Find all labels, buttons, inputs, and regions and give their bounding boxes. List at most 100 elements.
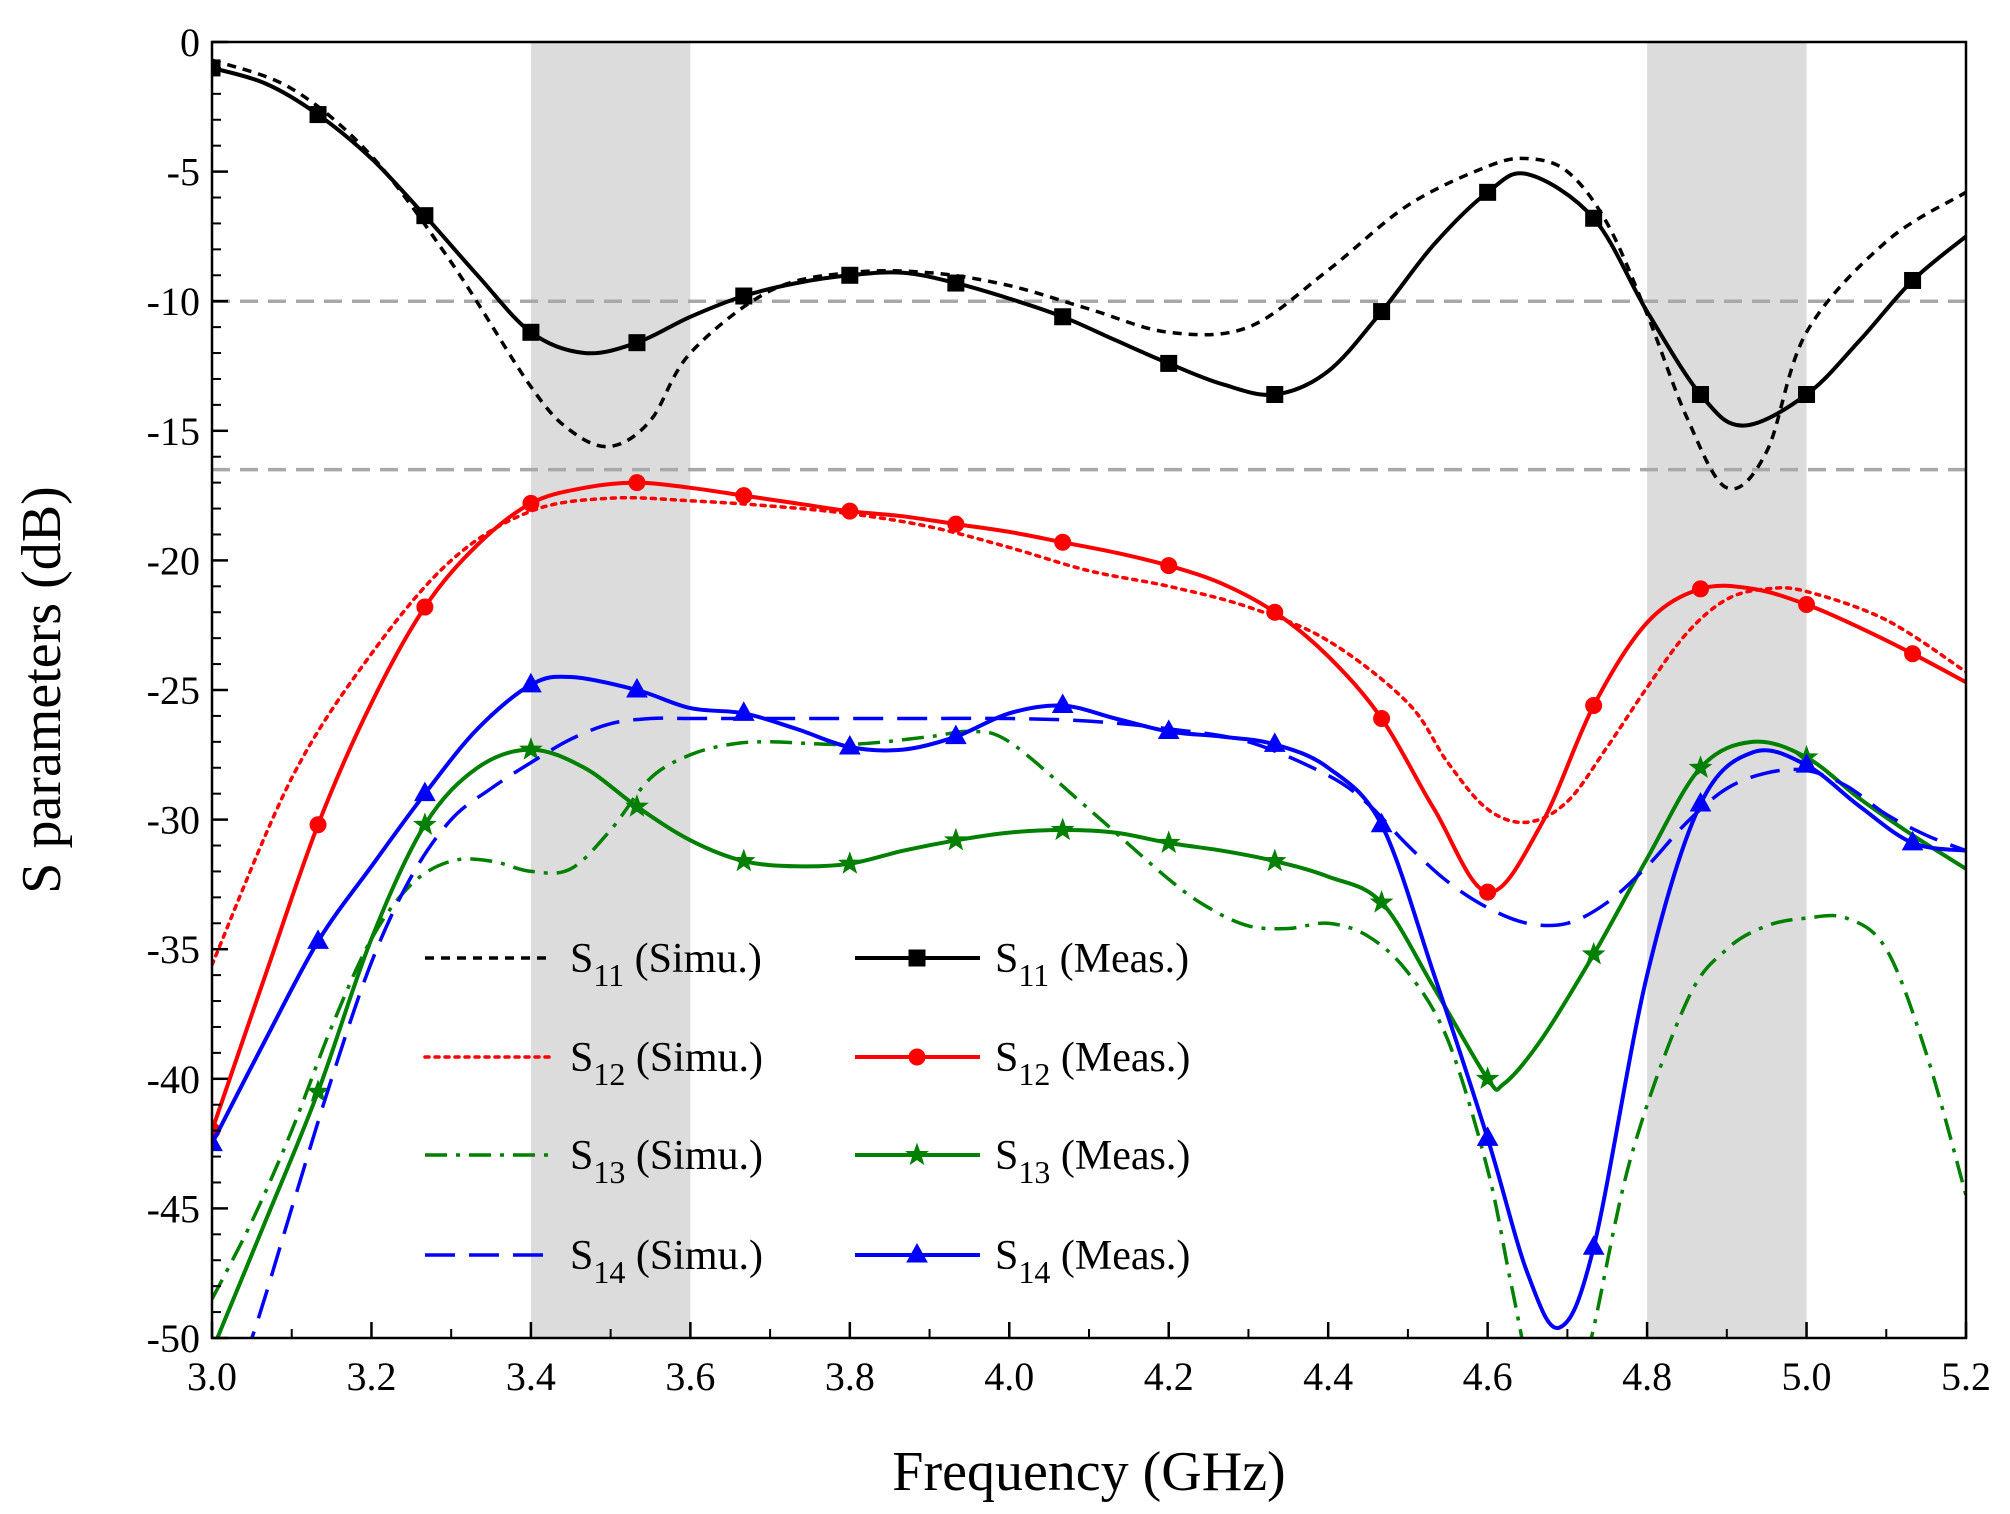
legend-entry: S12 (Simu.): [423, 1035, 763, 1092]
x-tick-label: 3.6: [665, 1354, 715, 1399]
data-point: [1904, 271, 1922, 289]
data-point: [1369, 889, 1394, 913]
legend-entry: S13 (Meas.): [855, 1133, 1190, 1190]
data-point: [947, 515, 965, 533]
legend: S11 (Simu.) S11 (Meas.) S12 (Simu.) S12 (Me…: [423, 936, 1190, 1290]
data-point: [1901, 830, 1924, 851]
data-point: [1581, 941, 1606, 965]
data-point: [1266, 386, 1284, 404]
y-axis-title: S parameters (dB): [11, 486, 73, 893]
x-tick-label: 3.2: [346, 1354, 396, 1399]
data-point: [625, 794, 649, 817]
data-point: [212, 1131, 223, 1152]
series-line: [212, 729, 1966, 1338]
data-point: [1157, 719, 1180, 739]
data-point: [1582, 1235, 1605, 1255]
data-point: [306, 1079, 330, 1102]
y-tick-label: -10: [147, 279, 200, 324]
data-point: [1054, 308, 1072, 326]
shaded-bands: [530, 42, 1807, 1338]
data-point: [943, 827, 968, 851]
data-point: [1263, 732, 1286, 752]
series-line: [212, 65, 1966, 428]
series-line: [250, 716, 1966, 1338]
data-point: [1692, 386, 1710, 404]
axis-ticks: [210, 40, 1968, 1340]
y-tick-label: -25: [147, 668, 200, 713]
series-s13-simu: [212, 729, 1966, 1338]
data-point: [1051, 693, 1074, 714]
legend-label: S14 (Meas.): [995, 1233, 1190, 1290]
series-s14-meas: [212, 672, 1966, 1330]
data-point: [1373, 710, 1391, 728]
data-point: [520, 672, 542, 693]
x-tick-label: 3.8: [825, 1354, 875, 1399]
tick-labels: 3.0 3.2 3.4 3.6 3.8 4.0 4.2 4.4 4.6 4.8 5.0 5.2 0 -5 -…: [147, 20, 1991, 1399]
y-tick-label: -15: [147, 409, 200, 454]
x-axis-title: Frequency (GHz): [892, 1441, 1285, 1503]
series-s13-meas: [215, 737, 1966, 1338]
x-tick-label: 3.4: [506, 1354, 556, 1399]
legend-marker: [908, 949, 926, 967]
data-point: [414, 781, 436, 802]
x-tick-label: 4.0: [984, 1354, 1034, 1399]
data-point: [841, 502, 859, 520]
data-point: [307, 929, 329, 949]
series-layer: [212, 58, 1966, 1338]
legend-entry: S12 (Meas.): [855, 1035, 1190, 1092]
legend-entry: S11 (Simu.): [425, 936, 762, 993]
data-point: [841, 266, 859, 284]
x-tick-label: 4.8: [1622, 1354, 1672, 1399]
series-line: [212, 58, 1966, 491]
data-point: [1054, 533, 1072, 551]
legend-entry: S11 (Meas.): [855, 936, 1189, 993]
data-point: [1475, 1066, 1500, 1089]
series-s12-simu: [212, 495, 1966, 967]
legend-label: S12 (Meas.): [995, 1035, 1190, 1092]
shaded-band-1: [530, 42, 691, 1338]
data-point: [732, 701, 755, 721]
data-point: [735, 287, 753, 305]
y-tick-label: -35: [147, 927, 200, 972]
data-point: [416, 598, 434, 616]
legend-entry: S13 (Simu.): [425, 1133, 763, 1190]
data-point: [735, 487, 753, 505]
y-tick-label: -30: [147, 798, 200, 843]
data-point: [731, 848, 756, 872]
legend-entry: S14 (Simu.): [425, 1233, 763, 1290]
data-point: [1585, 697, 1603, 715]
data-point: [522, 494, 540, 512]
data-point: [947, 274, 965, 292]
legend-marker: [906, 1242, 928, 1263]
reference-lines: [212, 299, 1966, 472]
y-tick-label: -50: [147, 1316, 200, 1361]
data-point: [518, 737, 543, 760]
series-s14-simu: [250, 716, 1966, 1338]
legend-label: S14 (Simu.): [570, 1233, 763, 1290]
data-point: [1798, 595, 1816, 613]
legend-entry: S14 (Meas.): [855, 1233, 1190, 1290]
legend-marker: [908, 1048, 926, 1066]
x-tick-label: 4.6: [1463, 1354, 1513, 1399]
series-line: [212, 480, 1966, 1132]
data-point: [838, 851, 862, 874]
data-point: [1266, 603, 1284, 621]
series-s11-simu: [212, 58, 1966, 491]
y-tick-label: -5: [167, 150, 200, 195]
x-tick-label: 5.0: [1782, 1354, 1832, 1399]
data-point: [945, 724, 967, 745]
data-point: [1798, 386, 1816, 404]
data-point: [1904, 645, 1922, 663]
y-tick-label: -45: [147, 1186, 200, 1231]
data-point: [522, 323, 540, 341]
data-point: [1370, 812, 1393, 833]
y-tick-label: -40: [147, 1057, 200, 1102]
y-tick-label: 0: [180, 20, 200, 65]
data-point: [1585, 209, 1603, 227]
legend-label: S13 (Meas.): [995, 1133, 1190, 1190]
x-tick-label: 4.4: [1303, 1354, 1353, 1399]
data-point: [413, 812, 437, 835]
data-point: [1688, 755, 1713, 778]
data-point: [1160, 557, 1178, 575]
